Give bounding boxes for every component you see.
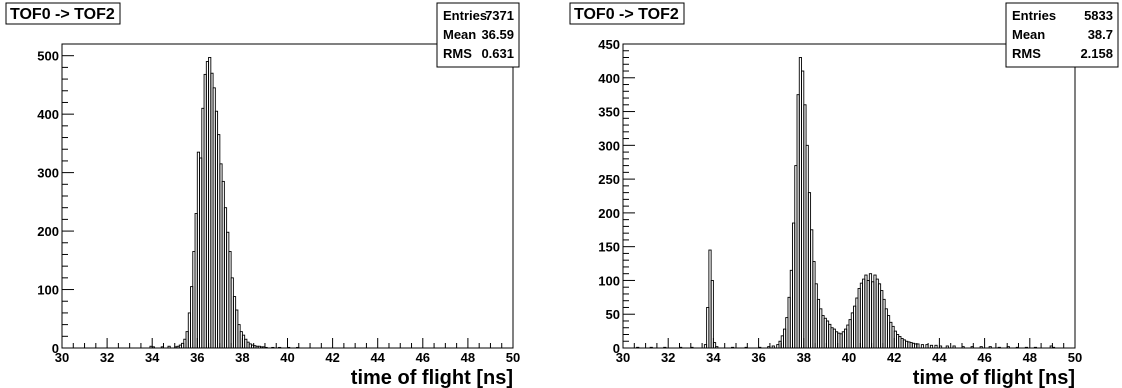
stats-value: 2.158 (1080, 46, 1113, 61)
stats-box: Entries 5833 Mean 38.7 RMS 2.158 (1005, 2, 1119, 68)
histogram-bin (636, 346, 640, 349)
stats-value: 38.7 (1088, 27, 1113, 42)
chart-title: TOF0 -> TOF2 (569, 2, 685, 25)
x-tick-label: 44 (932, 350, 947, 365)
histogram-bin (934, 344, 938, 349)
histogram-bins (149, 56, 300, 349)
histogram-panel-2: 30 32 34 36 38 40 42 44 46 48 50 0 50 100 150 200 250 300… (569, 2, 1119, 388)
x-tick-label: 44 (370, 350, 385, 365)
chart-title: TOF0 -> TOF2 (5, 2, 121, 25)
histogram-bins (636, 57, 1056, 349)
histogram-bin (979, 346, 983, 349)
y-tick-label: 400 (37, 107, 59, 122)
y-tick-label: 150 (598, 240, 620, 255)
stats-label: RMS (443, 46, 472, 61)
x-tick-label: 30 (616, 350, 630, 365)
y-tick-label: 500 (37, 49, 59, 64)
x-tick-label: 48 (461, 350, 475, 365)
title-text: TOF0 -> TOF2 (10, 6, 115, 23)
stats-frame (436, 2, 520, 68)
stats-label: Mean (443, 27, 476, 42)
histogram-bin (278, 346, 282, 349)
y-tick-label: 300 (598, 138, 620, 153)
stats-value: 5833 (1084, 8, 1113, 23)
y-tick-label: 200 (598, 206, 620, 221)
histogram-bin (663, 346, 667, 349)
x-axis-label: time of flight [ns] (913, 367, 1075, 388)
histogram-bin (945, 345, 949, 349)
title-text: TOF0 -> TOF2 (574, 6, 679, 23)
plot-frame (61, 43, 514, 349)
x-tick-label: 34 (706, 350, 721, 365)
histogram-bin (929, 344, 934, 349)
histogram-bin (997, 346, 1001, 349)
x-tick-label: 48 (1023, 350, 1037, 365)
x-tick-label: 38 (797, 350, 811, 365)
y-tick-label: 200 (37, 224, 59, 239)
histogram-bin (1033, 346, 1038, 349)
y-tick-label: 250 (598, 172, 620, 187)
y-tick-label: 450 (598, 37, 620, 52)
y-tick-label: 50 (606, 307, 620, 322)
title-box (569, 2, 685, 25)
stats-value: 7371 (485, 8, 514, 23)
stats-label: Mean (1012, 27, 1045, 42)
x-tick-label: 30 (55, 350, 69, 365)
x-tick-label: 50 (1068, 350, 1082, 365)
x-tick-label: 36 (751, 350, 765, 365)
histogram-panel-1: 30 32 34 36 38 40 42 44 46 48 500100200300400500TO… (5, 2, 520, 388)
plot-frame (622, 43, 1076, 349)
x-tick-label: 32 (661, 350, 675, 365)
histogram-bin (952, 345, 956, 349)
stats-value: 0.631 (481, 46, 514, 61)
histogram-bin (649, 346, 653, 349)
histogram-bin (920, 344, 925, 349)
y-tick-label: 0 (613, 341, 620, 356)
x-tick-label: 34 (145, 350, 160, 365)
x-tick-label: 38 (235, 350, 249, 365)
x-tick-label: 36 (190, 350, 204, 365)
y-tick-label: 0 (52, 341, 59, 356)
stats-label: Entries (443, 8, 487, 23)
histogram-bin (731, 346, 735, 349)
x-axis-label: time of flight [ns] (351, 367, 513, 388)
y-tick-label: 350 (598, 105, 620, 120)
x-tick-label: 32 (100, 350, 114, 365)
stats-label: Entries (1012, 8, 1056, 23)
histogram-bin (988, 346, 992, 349)
y-tick-label: 400 (598, 71, 620, 86)
y-tick-label: 300 (37, 166, 59, 181)
y-tick-label: 100 (598, 273, 620, 288)
stats-frame (1005, 2, 1119, 68)
title-box (5, 2, 121, 25)
histogram-bin (715, 346, 719, 349)
y-axis: 0 50 100 150 200 250 300 350 400 450 (598, 37, 635, 356)
histogram-bin (167, 345, 171, 349)
x-tick-label: 40 (842, 350, 856, 365)
x-tick-label: 46 (977, 350, 991, 365)
x-tick-label: 50 (506, 350, 520, 365)
x-axis: 30 32 34 36 38 40 42 44 46 48 50 (55, 338, 520, 365)
histogram-bin (271, 346, 275, 349)
x-tick-label: 42 (887, 350, 901, 365)
x-axis: 30 32 34 36 38 40 42 44 46 48 50 (616, 338, 1082, 365)
x-tick-label: 42 (325, 350, 339, 365)
x-tick-label: 46 (416, 350, 430, 365)
stats-label: RMS (1012, 46, 1041, 61)
y-axis: 0 100 200 300 400 500 (37, 43, 74, 356)
histogram-bin (1024, 346, 1028, 349)
histogram-bin (771, 345, 775, 349)
stats-value: 36.59 (481, 27, 514, 42)
x-tick-label: 40 (280, 350, 294, 365)
y-tick-label: 100 (37, 283, 59, 298)
histogram-bin (710, 279, 714, 349)
